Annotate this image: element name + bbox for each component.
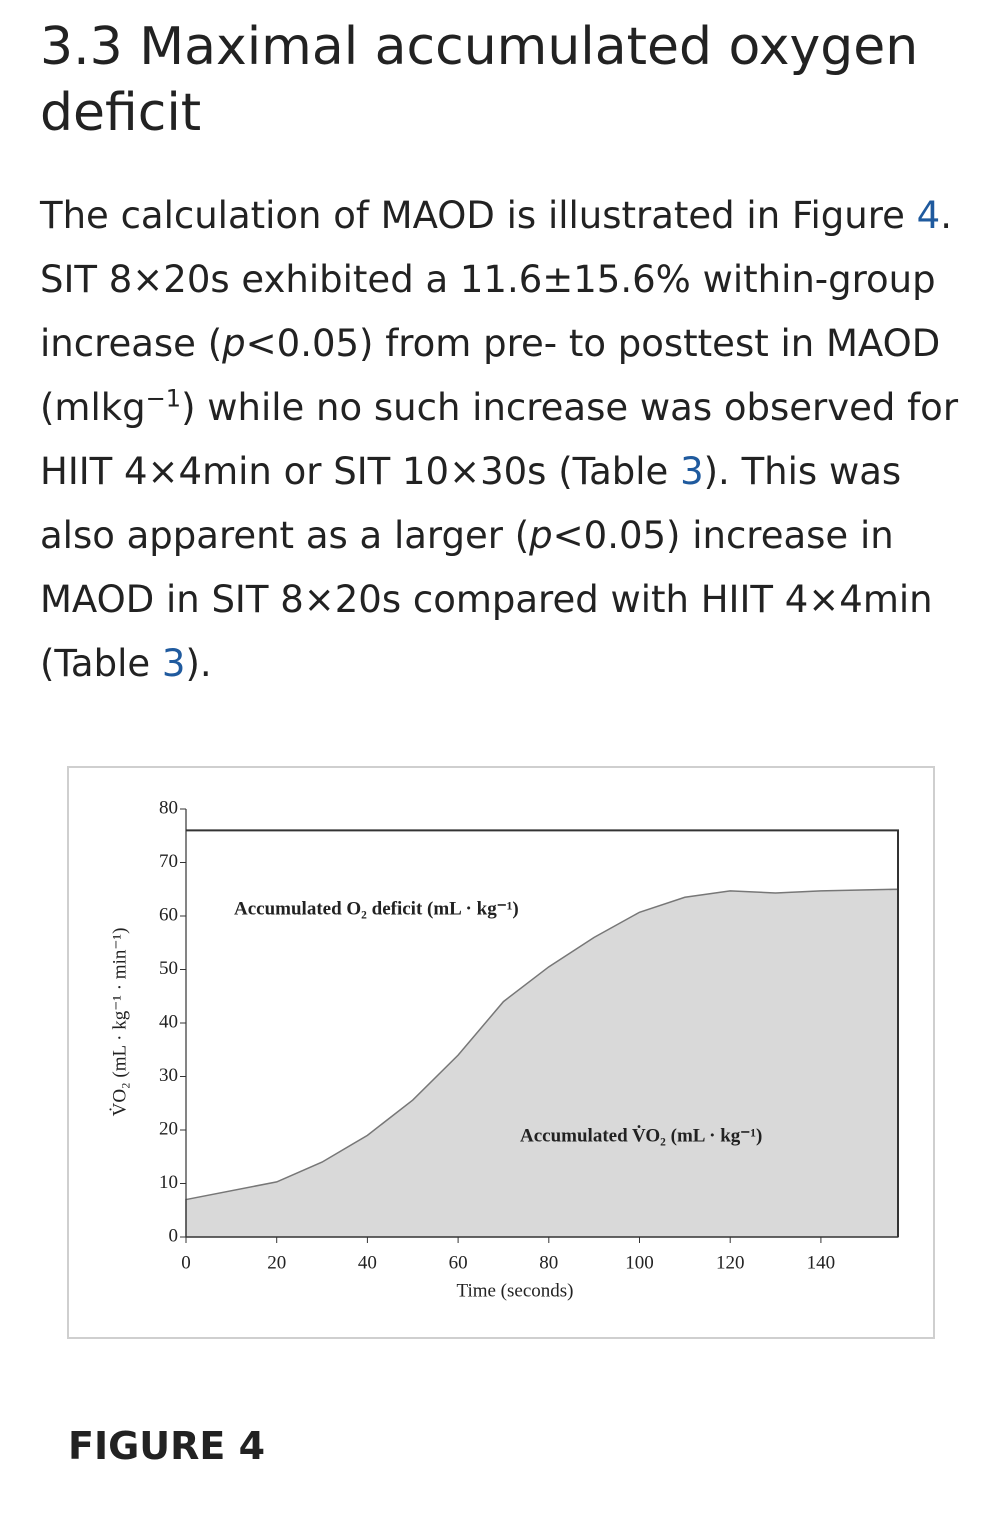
x-tick-label: 140 [807,1252,836,1273]
text-run: ). This was also apparent as a larger ( [40,450,902,557]
y-tick-label: 0 [169,1225,179,1246]
link[interactable]: 3 [680,450,704,493]
x-tick-label: 20 [267,1252,286,1273]
x-tick-label: 0 [181,1252,191,1273]
annotation: Accumulated O₂ deficit (mL · kg⁻¹) [234,898,519,919]
x-tick-label: 100 [625,1252,654,1273]
link[interactable]: 3 [161,642,186,685]
text-run: <0.05) increase in MAOD in SIT 8×20s com… [40,514,933,685]
y-tick-label: 40 [159,1011,178,1032]
y-tick-label: 50 [159,958,178,979]
text-run: −1 [145,384,182,413]
figure: 0 10 20 30 40 50 60 70 80 0 20 40 60 80 100 120 140 Time … [67,766,935,1339]
body-paragraph: The calculation of MAOD is illustrated i… [40,184,965,696]
y-tick-label: 60 [159,904,178,925]
y-tick-label: 70 [159,851,178,872]
demand-line [186,829,899,1237]
text-run: . SIT 8×20s exhibited a 11.6±15.6% withi… [40,194,952,365]
section-heading: 3.3 Maximal accumulated oxygen deficit [40,17,919,143]
text-run: ). [185,642,212,685]
y-tick-label: 80 [159,797,178,818]
y-tick-label: 20 [159,1118,178,1139]
x-tick-label: 60 [449,1252,468,1273]
x-tick-label: 120 [716,1252,745,1273]
figure-label: FIGURE 4 [68,1424,266,1468]
x-tick-label: 40 [358,1252,377,1273]
y-axis-label: V̇O₂ (mL · kg⁻¹ · min⁻¹) [108,928,131,1117]
y-tick-label: 30 [159,1065,178,1086]
link[interactable]: 4 [916,194,941,237]
text-run: p [529,514,553,557]
area [185,888,899,1238]
text-run: The calculation of MAOD is illustrated i… [40,194,917,237]
x-tick-label: 80 [539,1252,558,1273]
annotation: Accumulated V̇O₂ (mL · kg⁻¹) [520,1125,762,1146]
text-run: <0.05) from pre- to posttest in MAOD (ml… [40,322,941,429]
chart: 0 10 20 30 40 50 60 70 80 0 20 40 60 80 100 120 140 Time … [108,797,899,1301]
y-tick-label: 10 [159,1172,178,1193]
text-run: ) while no such increase was observed fo… [40,386,959,493]
text-run: p [222,322,246,365]
x-axis-label: Time (seconds) [457,1280,574,1301]
